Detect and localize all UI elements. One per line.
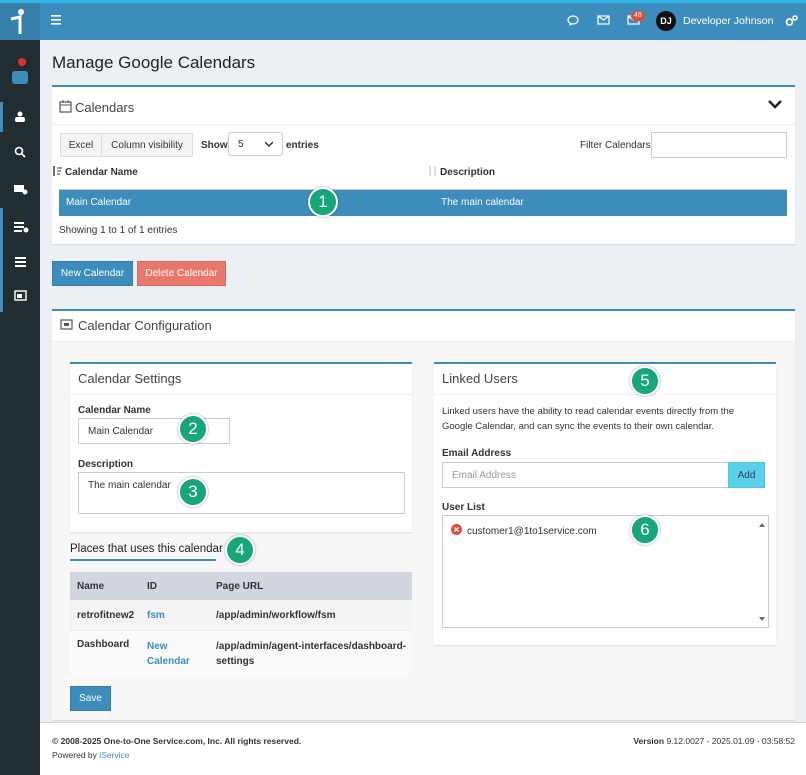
column-header: ID [147,581,157,592]
status-dot [18,58,26,66]
nav-reports[interactable] [13,183,29,195]
callout: 4 [225,535,255,565]
column-header: Name [77,581,105,592]
panel-title: Linked Users [442,371,518,386]
divider [70,394,412,395]
menu-toggle[interactable] [51,15,63,25]
panel-title: Calendar Settings [78,371,182,386]
page-size-value: 5 [238,138,244,150]
selected-row[interactable] [59,189,787,216]
field-label: Calendar Name [78,405,151,416]
scrollbar[interactable] [758,521,766,623]
nav-list[interactable] [14,256,28,268]
remove-user-icon[interactable] [451,524,462,535]
version: Version 9.12.0027 - 2025.01.09 - 03:58:5… [633,736,795,746]
user-list [442,515,769,628]
nav-search[interactable] [14,146,26,158]
version-label: Version [633,736,665,746]
table-cell: Main Calendar [66,197,132,208]
filter-input[interactable] [651,132,787,158]
panel-title: Calendars [75,100,135,115]
column-header[interactable]: Description [440,167,496,178]
callout: 6 [630,515,660,545]
powered-by: Powered by iService [52,750,130,760]
description-text: Linked users have the ability to read ca… [442,406,735,432]
sort-icon[interactable] [52,166,63,177]
add-button[interactable]: Add [728,462,765,488]
table-cell: Dashboard [77,639,130,650]
export-excel[interactable]: Excel [60,133,102,157]
save-button[interactable]: Save [70,686,111,711]
table-cell: /app/admin/agent-interfaces/dashboard-se… [216,641,407,667]
chat-status[interactable] [12,71,28,84]
table-row [70,630,412,676]
table-link[interactable]: fsm [147,610,165,621]
section-title: Places that uses this calendar [70,543,223,555]
nav-users[interactable] [13,111,27,122]
section-underline [70,559,216,561]
show-label: Show [201,140,228,151]
column-header: Page URL [216,581,264,592]
calendar-icon [59,100,72,113]
version-number: 9.12.0027 - 2025.01.09 - 03:58:52 [666,736,795,746]
powered-by-link[interactable]: iService [99,750,130,760]
entries-label: entries [286,140,319,151]
description-input[interactable]: The main calendar [78,472,405,514]
callout: 3 [178,477,208,507]
config-header [52,311,795,342]
field-label: User List [442,502,485,513]
select-arrow [265,141,273,147]
mail-icon[interactable] [597,15,610,26]
email-input[interactable]: Email Address [442,462,729,488]
field-label: Email Address [442,448,512,459]
column-header[interactable]: Calendar Name [65,167,138,178]
callout: 2 [178,414,208,444]
panel-title: Calendar Configuration [78,318,212,333]
table-cell: /app/admin/workflow/fsm [216,610,336,621]
table-info: Showing 1 to 1 of 1 entries [59,225,178,236]
field-label: Description [78,459,134,470]
calendars-panel [52,85,795,244]
user-name[interactable]: Developer Johnson [683,15,774,27]
avatar[interactable]: DJ [656,11,676,31]
user-entry[interactable]: customer1@1to1service.com [467,526,597,537]
config-icon [60,319,73,330]
delete-calendar-button[interactable]: Delete Calendar [137,261,226,286]
settings-icon[interactable] [785,14,798,27]
notification-badge: 48 [631,11,645,21]
chat-icon[interactable] [567,15,579,27]
new-calendar-button[interactable]: New Calendar [52,261,133,286]
sort-icon[interactable] [427,166,438,177]
table-link[interactable]: New Calendar [147,641,190,667]
powered-by-text: Powered by [52,750,97,760]
collapse-toggle[interactable] [768,99,782,109]
logo-icon [10,9,24,34]
nav-image[interactable] [14,290,28,302]
table-cell: The main calendar [441,197,524,208]
column-visibility[interactable]: Column visibility [101,133,193,157]
sidebar [0,40,40,775]
divider [52,124,795,125]
active-indicator [0,208,3,312]
table-header [70,572,412,600]
nav-settings[interactable] [13,221,29,233]
logo[interactable] [0,3,40,40]
copyright: © 2008-2025 One-to-One Service.com, Inc.… [52,736,302,746]
divider [434,394,776,395]
filter-label: Filter Calendars [580,140,651,151]
footer [40,722,806,775]
active-indicator [0,102,3,132]
table-row [70,600,412,630]
table-cell: retrofitnew2 [77,610,135,621]
page-title: Manage Google Calendars [52,53,256,72]
callout: 1 [308,187,338,217]
callout: 5 [630,366,660,396]
page-size-select[interactable]: 5 [228,132,283,156]
